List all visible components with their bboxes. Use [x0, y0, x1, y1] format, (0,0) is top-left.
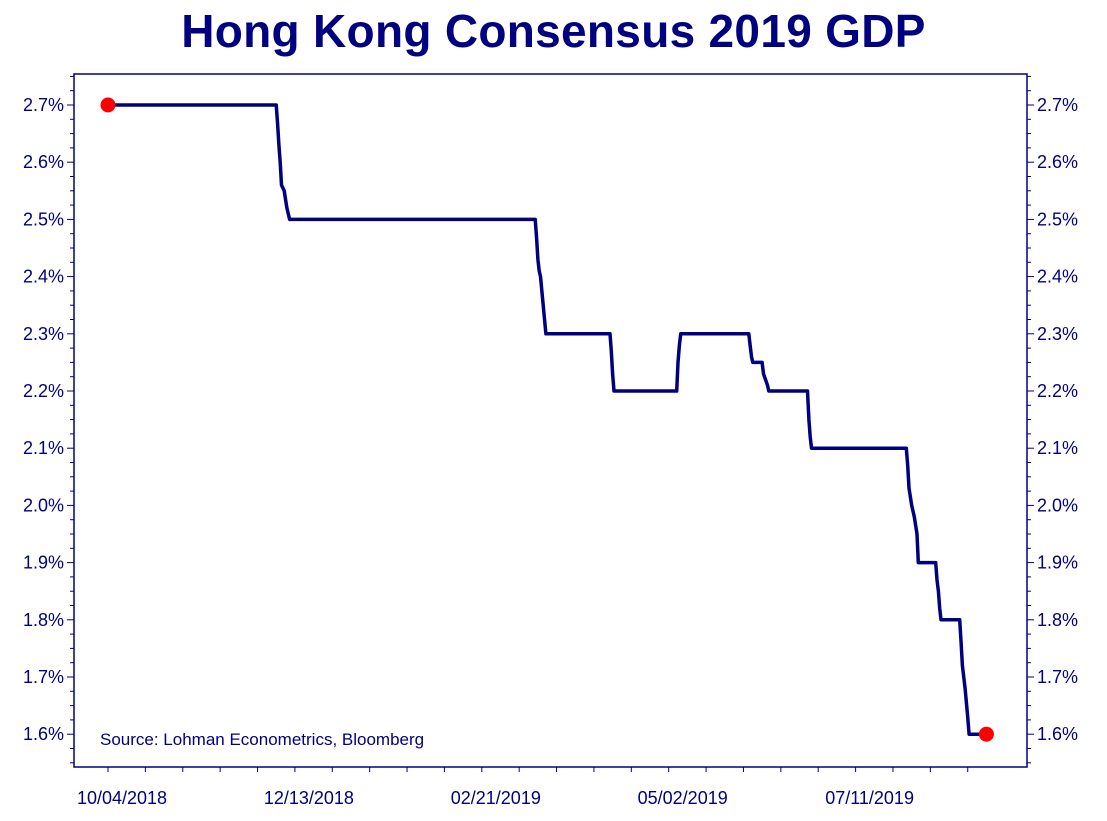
y-tick-label-left: 2.5% — [23, 209, 64, 229]
x-axis: 10/04/2018 12/13/2018 02/21/2019 05/02/2019… — [77, 767, 969, 808]
y-tick-label-right: 2.5% — [1037, 209, 1078, 229]
y-tick-label-left: 2.0% — [23, 495, 64, 515]
y-tick-label-right: 2.6% — [1037, 152, 1078, 172]
y-tick-label-left: 2.6% — [23, 152, 64, 172]
y-tick-label-left: 2.1% — [23, 438, 64, 458]
y-tick-label-right: 1.8% — [1037, 610, 1078, 630]
x-tick-label: 05/02/2019 — [638, 788, 728, 808]
y-tick-label-left: 1.6% — [23, 724, 64, 744]
x-tick-label: 02/21/2019 — [451, 788, 541, 808]
end-point-marker — [978, 726, 994, 742]
y-tick-label-right: 1.7% — [1037, 667, 1078, 687]
y-axis-left: 1.6% 1.7% 1.8% 1.9% 2.0% 2.1% 2.2% 2.3% 2.4% 2.5%… — [23, 75, 74, 764]
chart-title: Hong Kong Consensus 2019 GDP — [181, 5, 926, 57]
y-tick-label-right: 1.9% — [1037, 553, 1078, 573]
y-tick-label-left: 1.7% — [23, 667, 64, 687]
y-tick-label-right: 2.7% — [1037, 95, 1078, 115]
source-annotation: Source: Lohman Econometrics, Bloomberg — [100, 730, 424, 749]
y-tick-label-left: 2.3% — [23, 324, 64, 344]
plot-frame — [73, 73, 1028, 768]
y-tick-label-left: 2.2% — [23, 381, 64, 401]
endpoint-markers — [100, 97, 994, 742]
y-tick-label-right: 2.1% — [1037, 438, 1078, 458]
y-tick-label-left: 1.9% — [23, 553, 64, 573]
series-line-gdp-consensus — [108, 103, 987, 736]
start-point-marker — [100, 97, 116, 113]
y-tick-label-left: 1.8% — [23, 610, 64, 630]
y-tick-label-right: 2.0% — [1037, 495, 1078, 515]
y-tick-label-left: 2.7% — [23, 95, 64, 115]
y-tick-label-right: 2.4% — [1037, 267, 1078, 287]
y-tick-label-right: 2.3% — [1037, 324, 1078, 344]
x-tick-label: 10/04/2018 — [77, 788, 167, 808]
y-tick-label-left: 2.4% — [23, 267, 64, 287]
y-tick-label-right: 2.2% — [1037, 381, 1078, 401]
x-tick-label: 07/11/2019 — [825, 788, 914, 808]
y-tick-label-right: 1.6% — [1037, 724, 1078, 744]
y-axis-right: 1.6% 1.7% 1.8% 1.9% 2.0% 2.1% 2.2% 2.3% 2.4% 2.5%… — [1027, 75, 1078, 764]
x-tick-label: 12/13/2018 — [264, 788, 354, 808]
